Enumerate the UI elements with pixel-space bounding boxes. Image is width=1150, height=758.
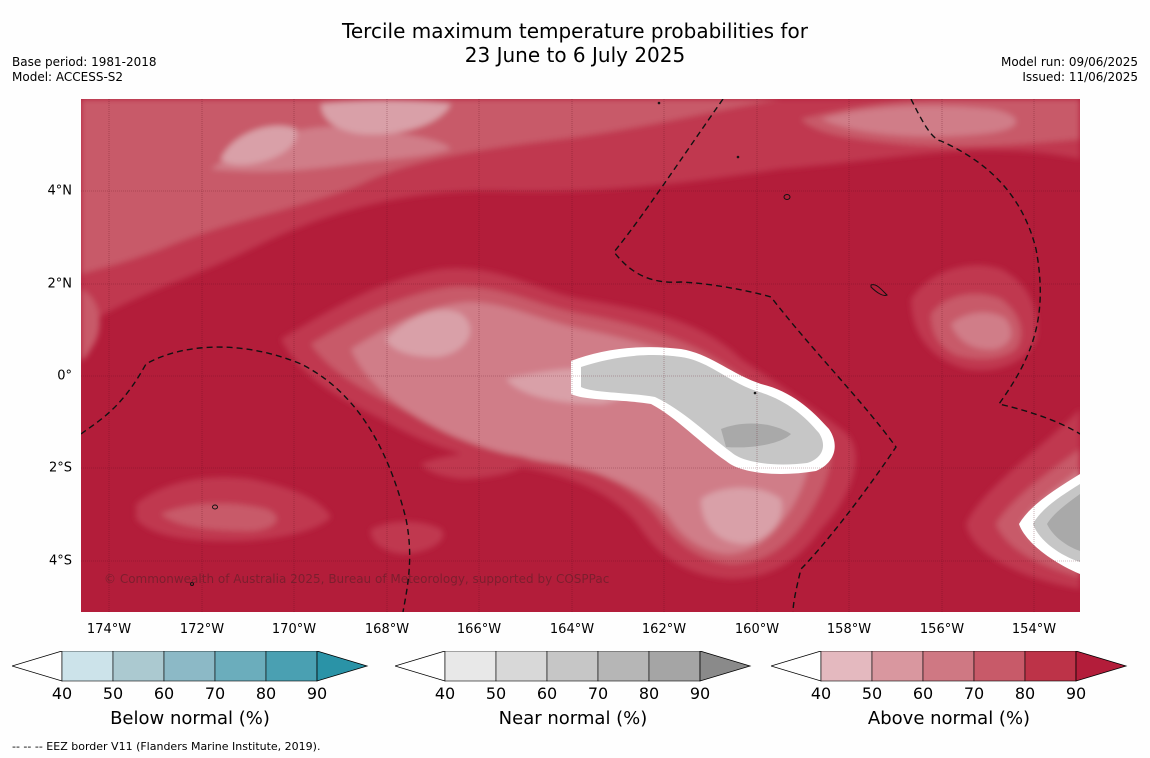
base-period: Base period: 1981-2018 [12, 55, 157, 69]
colorbar-segment [1024, 651, 1077, 682]
x-tick-label: 154°W [1011, 622, 1057, 637]
map-title-line1: Tercile maximum temperature probabilitie… [342, 19, 808, 43]
colorbar-tick-label: 50 [861, 684, 883, 703]
colorbar-tick-label: 90 [689, 684, 711, 703]
colorbar-segments [12, 651, 369, 682]
colorbar-below-normal [12, 651, 369, 682]
contour-s-80 [370, 521, 444, 554]
island-dot-3 [736, 155, 740, 159]
graticule [81, 99, 1080, 612]
colorbar-segments [395, 651, 752, 682]
y-tick-label: 4°N [47, 183, 73, 199]
colorbar-tick-label: 40 [810, 684, 832, 703]
x-tick-label: 164°W [549, 622, 595, 637]
colorbar-tick-label: 80 [1014, 684, 1036, 703]
y-tick-label: 2°S [48, 460, 72, 476]
map-title-line2: 23 June to 6 July 2025 [464, 43, 686, 67]
contour-north-60 [211, 126, 451, 172]
colorbar-tick-label: 70 [963, 684, 985, 703]
x-tick-label: 166°W [456, 622, 502, 637]
colorbar-segment [444, 651, 497, 682]
colorbar-tick-label: 70 [587, 684, 609, 703]
colorbar-tick-label: 80 [255, 684, 277, 703]
y-tick-label: 4°S [48, 553, 72, 569]
colorbar-segment [163, 651, 216, 682]
colorbar-segments [771, 651, 1128, 682]
colorbar-segment [61, 651, 114, 682]
island-dot-1 [190, 582, 194, 586]
contour-central-50 [386, 310, 471, 357]
islands [190, 101, 888, 586]
issued-date: Issued: 11/06/2025 [1022, 70, 1138, 84]
legend-title-below: Below normal (%) [110, 708, 270, 729]
x-tick-label: 156°W [919, 622, 965, 637]
model-name: Model: ACCESS-S2 [12, 70, 124, 84]
colorbar-above-normal [771, 651, 1128, 682]
island-jarvis [783, 194, 791, 200]
colorbar-tick-label: 90 [1065, 684, 1087, 703]
x-tick-label: 168°W [364, 622, 410, 637]
colorbar-segment [495, 651, 548, 682]
colorbar-tick-label: 40 [51, 684, 73, 703]
eez-east [910, 99, 1080, 435]
colorbar-segment [871, 651, 924, 682]
colorbar-tick-label: 60 [153, 684, 175, 703]
island-dot-2 [753, 391, 757, 395]
colorbar-segment [597, 651, 650, 682]
contour-ne-60 [821, 106, 1016, 137]
contour-north-50 [221, 125, 297, 165]
island-kiritimati [870, 284, 888, 296]
colorbar-segment [546, 651, 599, 682]
colorbar-tick-label: 80 [638, 684, 660, 703]
legend-title-near: Near normal (%) [498, 708, 648, 729]
x-tick-label: 162°W [641, 622, 687, 637]
y-tick-label: 2°N [47, 276, 73, 292]
near-normal-se-80 [1047, 494, 1080, 551]
colorbar-over-arrow [316, 651, 369, 682]
colorbar-segment [648, 651, 701, 682]
colorbar-segment [265, 651, 318, 682]
colorbar-tick-label: 60 [536, 684, 558, 703]
eez-west [81, 346, 411, 612]
contour-east-60 [951, 312, 1012, 350]
colorbar-tick-label: 40 [434, 684, 456, 703]
x-tick-label: 170°W [271, 622, 317, 637]
colorbar-segment [973, 651, 1026, 682]
y-tick-label: 0° [57, 368, 72, 384]
colorbar-tick-label: 50 [102, 684, 124, 703]
colorbar-over-arrow [699, 651, 752, 682]
legend-title-above: Above normal (%) [867, 708, 1031, 729]
x-tick-label: 172°W [179, 622, 225, 637]
colorbar-segment [820, 651, 873, 682]
x-tick-label: 174°W [86, 622, 132, 637]
contour-south-50 [701, 487, 782, 544]
colorbar-tick-label: 90 [306, 684, 328, 703]
model-run: Model run: 09/06/2025 [1000, 55, 1138, 69]
colorbar-near-normal [395, 651, 752, 682]
x-tick-label: 158°W [826, 622, 872, 637]
colorbar-tick-label: 60 [912, 684, 934, 703]
contour-s-80b [421, 452, 531, 479]
eez-borders [81, 99, 1080, 612]
colorbar-tick-label: 70 [204, 684, 226, 703]
colorbar-over-arrow [1075, 651, 1128, 682]
eez-central [613, 99, 897, 612]
colorbar-segment [214, 651, 267, 682]
colorbar-segment [112, 651, 165, 682]
copyright-credit: © Commonwealth of Australia 2025, Bureau… [104, 572, 610, 586]
eez-border-note: -- -- -- EEZ border V11 (Flanders Marine… [12, 740, 321, 753]
island-dot-4 [657, 101, 661, 105]
island-baker [212, 504, 218, 510]
contour-sw-70 [161, 503, 277, 531]
x-tick-label: 160°W [734, 622, 780, 637]
colorbar-under-arrow [395, 651, 446, 682]
near-normal-80 [721, 423, 791, 448]
colorbar-under-arrow [771, 651, 822, 682]
colorbar-under-arrow [12, 651, 63, 682]
contour-west-70 [81, 289, 100, 361]
colorbar-segment [922, 651, 975, 682]
colorbar-tick-label: 50 [485, 684, 507, 703]
contour-top-50 [321, 100, 451, 135]
probability-map [81, 99, 1080, 612]
